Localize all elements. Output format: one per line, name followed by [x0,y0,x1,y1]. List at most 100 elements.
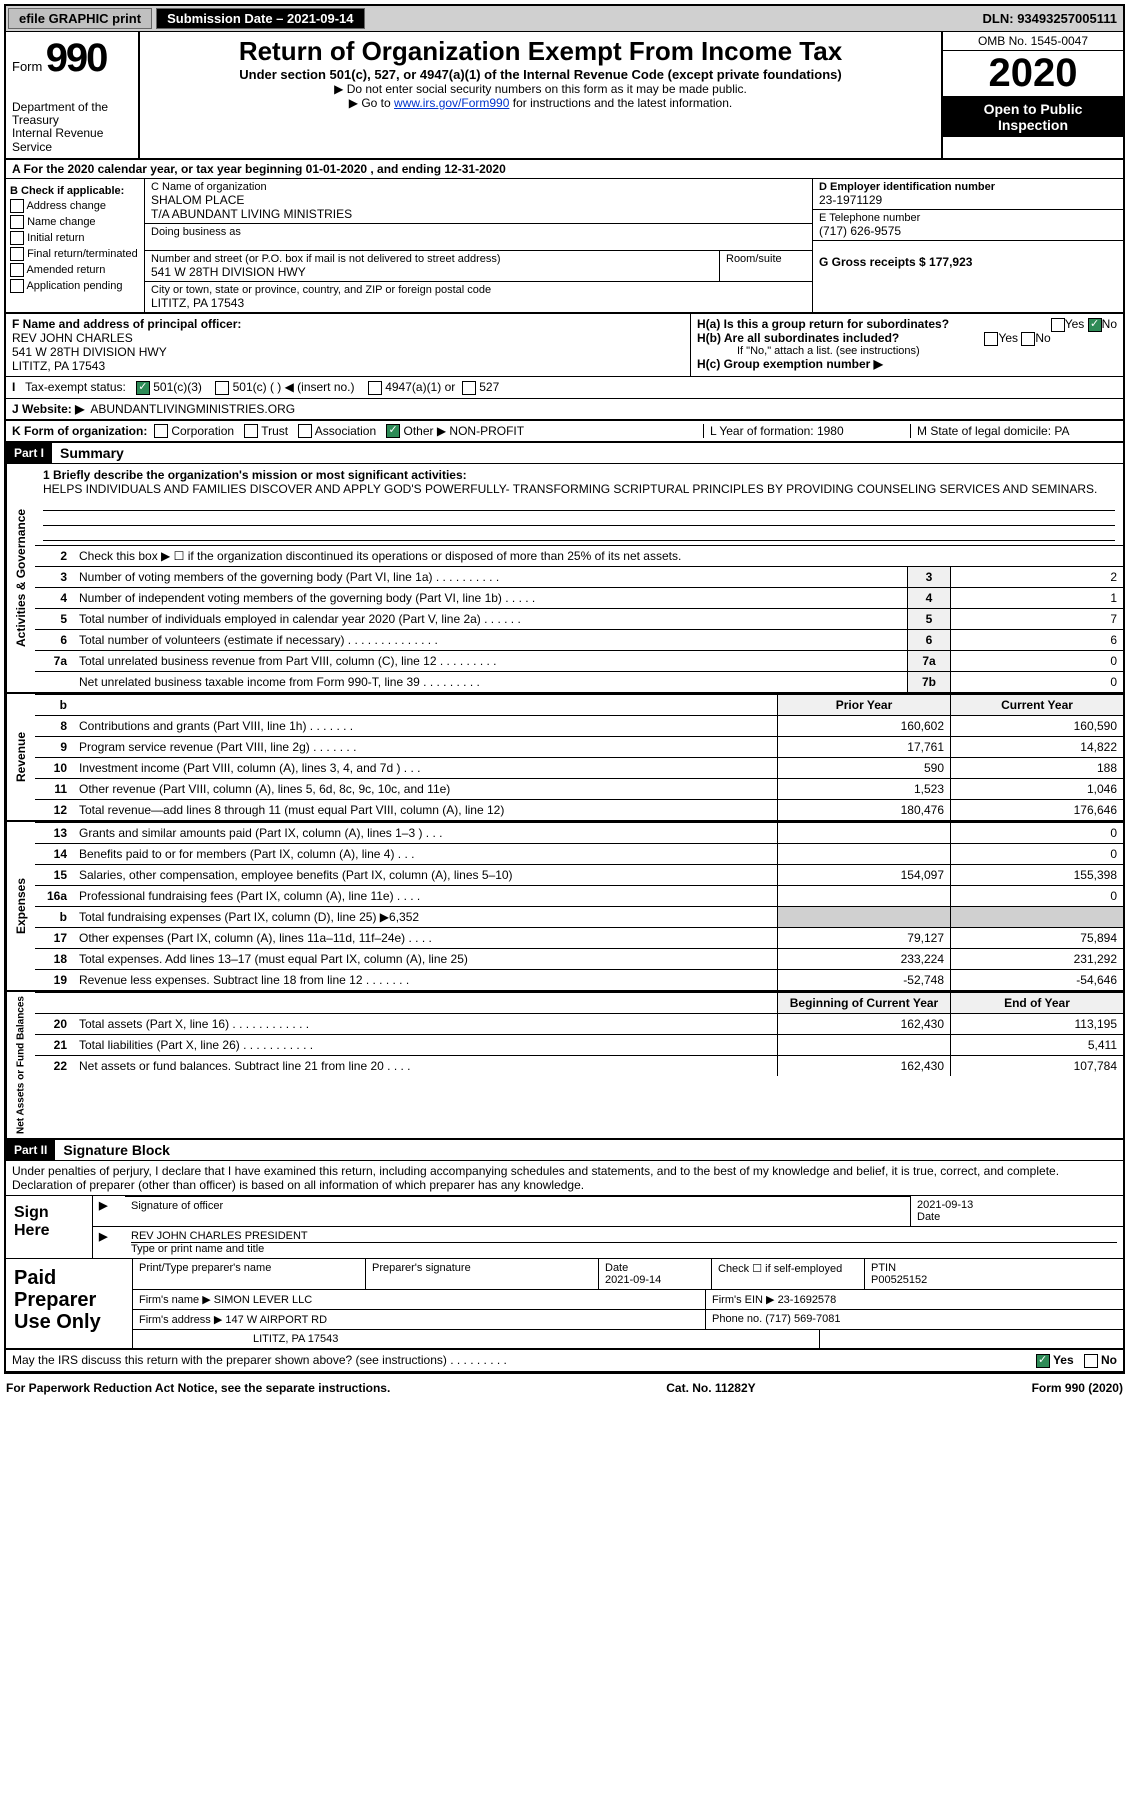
phone-label: E Telephone number [819,212,1117,224]
check-pending[interactable] [10,279,24,293]
note-goto-post: for instructions and the latest informat… [513,96,732,110]
name-label: Type or print name and title [131,1243,264,1255]
form-label: Form [12,59,42,74]
ha-no[interactable]: ✓ [1088,318,1102,332]
check-amended[interactable] [10,263,24,277]
footer-mid: Cat. No. 11282Y [666,1381,755,1395]
tax-exempt-label: Tax-exempt status: [25,380,126,394]
hb-no[interactable] [1021,332,1035,346]
check-527[interactable] [462,381,476,395]
table-row: Net unrelated business taxable income fr… [35,672,1123,693]
efile-label: efile GRAPHIC print [8,8,152,29]
table-row: 17Other expenses (Part IX, column (A), l… [35,928,1123,949]
officer-addr: 541 W 28TH DIVISION HWY [12,345,167,359]
firm-addr1: 147 W AIRPORT RD [225,1314,327,1326]
discuss-yes[interactable]: ✓ [1036,1354,1050,1368]
check-name[interactable] [10,215,24,229]
part1-title: Summary [52,445,124,461]
check-final[interactable] [10,247,24,261]
dept-treasury: Department of the Treasury [12,101,132,127]
dept-irs: Internal Revenue Service [12,127,132,153]
form-990: 990 [46,36,107,80]
table-expenses: 13Grants and similar amounts paid (Part … [35,822,1123,990]
table-row: 3Number of voting members of the governi… [35,567,1123,588]
vtab-net: Net Assets or Fund Balances [6,992,35,1138]
table-row: 15Salaries, other compensation, employee… [35,865,1123,886]
table-row: 22Net assets or fund balances. Subtract … [35,1056,1123,1077]
city-val: LITITZ, PA 17543 [151,296,806,310]
sig-date-label: Date [917,1211,940,1223]
firm-addr2: LITITZ, PA 17543 [133,1330,820,1348]
table-row: 8Contributions and grants (Part VIII, li… [35,716,1123,737]
addr-street: 541 W 28TH DIVISION HWY [151,265,713,279]
table-row: 4Number of independent voting members of… [35,588,1123,609]
table-row: 20Total assets (Part X, line 16) . . . .… [35,1014,1123,1035]
check-501c3[interactable]: ✓ [136,381,150,395]
room-label: Room/suite [720,251,812,281]
check-4947[interactable] [368,381,382,395]
open-public: Open to Public Inspection [943,97,1123,137]
check-assoc[interactable] [298,424,312,438]
form-title: Return of Organization Exempt From Incom… [144,36,937,67]
part2-title: Signature Block [55,1142,170,1158]
table-row: 9Program service revenue (Part VIII, lin… [35,737,1123,758]
website-label: J Website: ▶ [12,402,84,416]
self-employed: Check ☐ if self-employed [712,1259,865,1289]
officer-name-title: REV JOHN CHARLES PRESIDENT [131,1230,1117,1243]
officer-label: F Name and address of principal officer: [12,317,241,331]
table-row: 7aTotal unrelated business revenue from … [35,651,1123,672]
hc-label: H(c) Group exemption number ▶ [697,357,883,371]
q2-text: Check this box ▶ ☐ if the organization d… [73,546,1123,567]
omb-no: OMB No. 1545-0047 [943,32,1123,51]
row-a-period: A For the 2020 calendar year, or tax yea… [6,160,1123,179]
firm-phone: (717) 569-7081 [765,1313,840,1325]
irs-link[interactable]: www.irs.gov/Form990 [394,96,509,110]
table-governance: 2Check this box ▶ ☐ if the organization … [35,545,1123,692]
declaration: Under penalties of perjury, I declare th… [6,1161,1123,1196]
ha-yes[interactable] [1051,318,1065,332]
firm-ein: 23-1692578 [778,1294,837,1306]
footer-left: For Paperwork Reduction Act Notice, see … [6,1381,390,1395]
table-row: 11Other revenue (Part VIII, column (A), … [35,779,1123,800]
check-trust[interactable] [244,424,258,438]
check-initial[interactable] [10,231,24,245]
dln: DLN: 93493257005111 [983,11,1123,26]
check-address[interactable] [10,199,24,213]
phone-val: (717) 626-9575 [819,224,1117,238]
ha-label: H(a) Is this a group return for subordin… [697,317,949,331]
table-row: 16aProfessional fundraising fees (Part I… [35,886,1123,907]
check-other[interactable]: ✓ [386,424,400,438]
city-label: City or town, state or province, country… [151,284,806,296]
top-bar: efile GRAPHIC print Submission Date – 20… [6,6,1123,32]
table-row: 12Total revenue—add lines 8 through 11 (… [35,800,1123,821]
hb-yes[interactable] [984,332,998,346]
part2-hdr: Part II [6,1140,55,1160]
org-name-2: T/A ABUNDANT LIVING MINISTRIES [151,207,806,221]
form-subtitle: Under section 501(c), 527, or 4947(a)(1)… [144,67,937,82]
part1-hdr: Part I [6,443,52,463]
gross-receipts: G Gross receipts $ 177,923 [819,255,972,269]
prep-name-hdr: Print/Type preparer's name [133,1259,366,1289]
m-state: M State of legal domicile: PA [910,424,1117,439]
q1-text: HELPS INDIVIDUALS AND FAMILIES DISCOVER … [43,482,1097,496]
discuss-no[interactable] [1084,1354,1098,1368]
check-corp[interactable] [154,424,168,438]
table-row: bTotal fundraising expenses (Part IX, co… [35,907,1123,928]
discuss-text: May the IRS discuss this return with the… [12,1353,1036,1368]
prep-sig-hdr: Preparer's signature [366,1259,599,1289]
officer-city: LITITZ, PA 17543 [12,359,105,373]
col-b-label: B Check if applicable: [10,185,140,197]
header: Form 990 Department of the Treasury Inte… [6,32,1123,160]
check-501c[interactable] [215,381,229,395]
sign-here-label: Sign Here [6,1196,93,1258]
ein-val: 23-1971129 [819,193,1117,207]
vtab-exp: Expenses [6,822,35,990]
footer-right: Form 990 (2020) [1032,1381,1123,1395]
sign-arrow-icon: ▶ [93,1196,125,1226]
note-ssn: ▶ Do not enter social security numbers o… [144,82,937,96]
q1-label: 1 Briefly describe the organization's mi… [43,468,467,482]
name-arrow-icon: ▶ [93,1227,125,1258]
vtab-gov: Activities & Governance [6,464,35,692]
sig-of-officer: Signature of officer [131,1200,223,1212]
table-row: 10Investment income (Part VIII, column (… [35,758,1123,779]
